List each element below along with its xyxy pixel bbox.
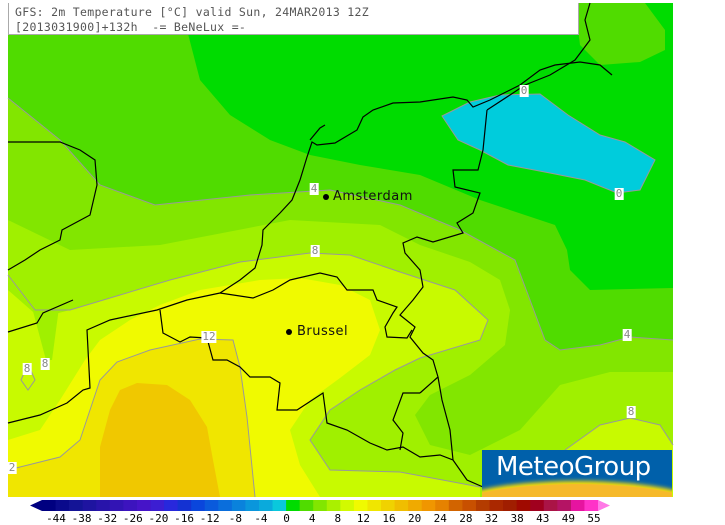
coast-germany (486, 2, 591, 111)
colorbar-tick-label: 12 (356, 512, 371, 525)
islands (309, 124, 326, 141)
coast-england-south (7, 299, 74, 333)
contour-label: 2 (7, 461, 17, 474)
colorbar-tick-label: 49 (561, 512, 575, 525)
borders (7, 2, 613, 488)
coast-netherlands (219, 61, 613, 294)
coast-france (7, 292, 221, 424)
isotherm-4 (7, 97, 674, 351)
colorbar-tick-label: -44 (46, 512, 66, 525)
contour-label: 12 (201, 330, 217, 343)
border-de-fr (437, 376, 454, 461)
map-subtitle: [2013031900]+132h -= BeNeLux =- (15, 20, 247, 34)
colorbar-tick-label: -32 (97, 512, 118, 525)
border-nl-de (399, 109, 488, 394)
field-2-4-ne (575, 3, 665, 65)
contour-label: 4 (622, 328, 632, 341)
colorbar-tick-label: 55 (587, 512, 601, 525)
colorbar-tick-label: 24 (433, 512, 447, 525)
logo-text: MeteoGroup (496, 452, 651, 482)
colorbar-tick-label: 28 (459, 512, 473, 525)
meteogroup-logo: MeteoGroup (482, 450, 672, 497)
colorbar-tick-label: -26 (122, 512, 143, 525)
colorbar-tick-label: 4 (308, 512, 316, 525)
border-lu (392, 392, 420, 451)
isotherms (7, 97, 674, 498)
colorbar-tick-label: -12 (199, 512, 220, 525)
colorbar-tick-label: -4 (254, 512, 268, 525)
field-14-16 (100, 383, 220, 497)
isotherm-8 (7, 252, 489, 488)
contour-label: 8 (22, 362, 32, 375)
colorbar-tick-label: -38 (71, 512, 92, 525)
logo-sun-arc (482, 484, 672, 497)
city-marker-amsterdam (323, 194, 329, 200)
contour-label: 4 (309, 182, 319, 195)
field-6-8-tongue (30, 300, 60, 360)
colorbar-tick-label: 20 (408, 512, 422, 525)
colorbar-tick-label: 38 (510, 512, 524, 525)
contour-label: 0 (519, 84, 529, 97)
colorbar-tick-label: 8 (334, 512, 342, 525)
map-title-box: GFS: 2m Temperature [°C] valid Sun, 24MA… (8, 3, 579, 35)
contour-label: 8 (310, 244, 320, 257)
isotherm-12 (7, 338, 256, 498)
contour-label: 8 (40, 357, 50, 370)
contour-label: 0 (614, 187, 624, 200)
city-marker-brussel (286, 329, 292, 335)
colorbar-tick-label: -8 (228, 512, 242, 525)
colorbar-tick-label: -20 (148, 512, 169, 525)
colorbar-tick-label: 16 (382, 512, 396, 525)
colorbar-tick-label: 0 (283, 512, 290, 525)
city-label-brussel: Brussel (297, 324, 349, 339)
coast-england (7, 141, 98, 271)
colorbar-tick-label: 32 (484, 512, 499, 525)
contour-label: 8 (626, 405, 636, 418)
border-be-nl (219, 272, 413, 339)
isotherm-8-se (564, 417, 674, 451)
map-title: GFS: 2m Temperature [°C] valid Sun, 24MA… (15, 5, 369, 19)
city-label-amsterdam: Amsterdam (333, 189, 413, 204)
colorbar-tick-label: -16 (174, 512, 195, 525)
colorbar-tick-label: 43 (536, 512, 550, 525)
